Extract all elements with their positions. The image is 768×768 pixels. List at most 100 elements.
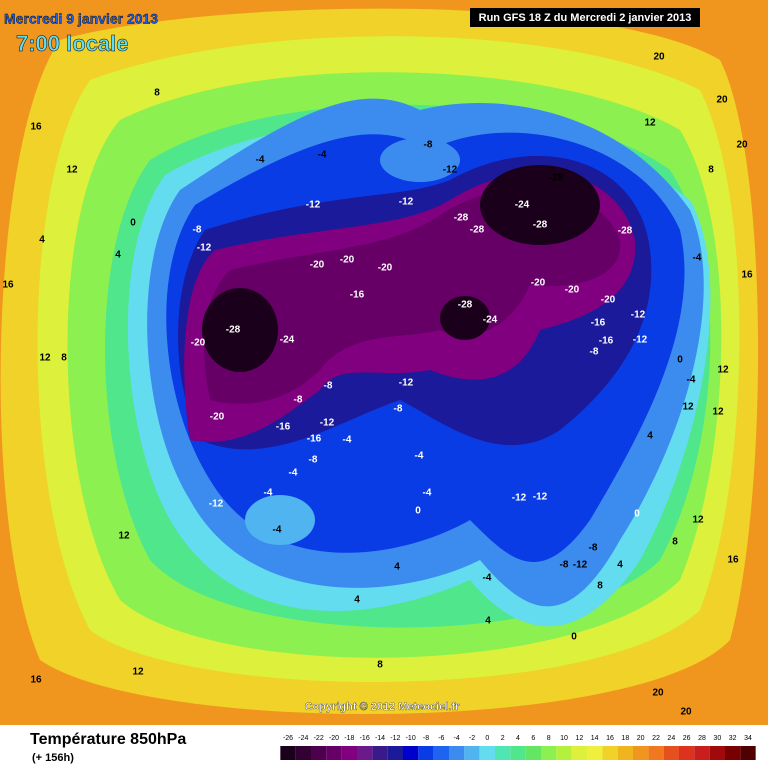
legend-swatch	[525, 746, 541, 760]
contour-label: -12	[209, 499, 224, 510]
contour-label: -16	[307, 434, 322, 445]
contour-label: -28	[470, 225, 485, 236]
contour-label: 16	[2, 280, 14, 291]
contour-label: -28	[618, 226, 633, 237]
run-info: Run GFS 18 Z du Mercredi 2 janvier 2013	[479, 12, 692, 24]
legend-swatch	[326, 746, 342, 760]
contour-label: -8	[560, 560, 569, 571]
legend-tick-label: -6	[438, 735, 444, 742]
contour-label: 4	[647, 431, 653, 442]
contour-label: 12	[682, 402, 694, 413]
contour-label: -20	[531, 278, 546, 289]
contour-label: -20	[565, 285, 580, 296]
contour-label: -8	[294, 395, 303, 406]
field-title: Température 850hPa	[30, 731, 186, 748]
legend-swatch	[357, 746, 373, 760]
color-legend: -26 -24 -22 -20 -18 -16 -14 -12 -10 -8 -6 -4 -2 0 2 4 6 8…	[280, 735, 756, 760]
legend-swatch	[663, 746, 679, 760]
contour-label: -8	[324, 381, 333, 392]
contour-label: -28	[454, 213, 469, 224]
contour-label: 12	[66, 165, 78, 176]
contour-label: -12	[633, 335, 648, 346]
contour-label: -8	[394, 404, 403, 415]
contour-label: 0	[634, 509, 640, 520]
contour-label: -20	[340, 255, 355, 266]
contour-label: -28	[226, 325, 241, 336]
legend-tick-label: 14	[591, 735, 599, 742]
legend-swatch	[372, 746, 388, 760]
contour-label: 12	[132, 667, 144, 678]
legend-swatch	[679, 746, 695, 760]
legend-tick-label: 24	[667, 735, 675, 742]
contour-label: 4	[394, 562, 400, 573]
legend-tick-label: -22	[314, 735, 324, 742]
legend-swatch	[495, 746, 511, 760]
legend-swatch	[740, 746, 756, 760]
contour-label: -4	[343, 435, 352, 446]
contour-label: 20	[680, 707, 692, 718]
contour-label: 20	[736, 140, 748, 151]
contour-label: 16	[741, 270, 753, 281]
legend-swatch	[694, 746, 710, 760]
contour-labels: 16 12 8 4 16 12 8 4 0 -4 -4 -8 -12 -12 -12 -8 -12 -20 -20 -…	[2, 52, 753, 718]
contour-label: -8	[424, 140, 433, 151]
contour-label: 4	[485, 616, 491, 627]
contour-label: -16	[350, 290, 365, 301]
contour-label: -20	[601, 295, 616, 306]
contour-label: -12	[631, 310, 646, 321]
legend-tick-label: -4	[454, 735, 460, 742]
contour-label: -16	[591, 318, 606, 329]
legend-swatch	[387, 746, 403, 760]
contour-label: -4	[273, 525, 282, 536]
contour-label: -12	[320, 418, 335, 429]
legend-swatch	[617, 746, 633, 760]
contour-label: -12	[399, 378, 414, 389]
legend-tick-label: 26	[683, 735, 691, 742]
legend-swatch	[311, 746, 327, 760]
legend-tick-label: -10	[406, 735, 416, 742]
legend-tick-label: -18	[344, 735, 354, 742]
contour-label: -12	[533, 492, 548, 503]
contour-label: -4	[687, 375, 696, 386]
contour-label: 8	[154, 88, 160, 99]
lead-time: (+ 156h)	[32, 752, 74, 764]
contour-label: 8	[377, 660, 383, 671]
legend-tick-label: 20	[637, 735, 645, 742]
contour-label: 12	[717, 365, 729, 376]
legend-swatch	[403, 746, 419, 760]
contour-label: 0	[130, 218, 136, 229]
contour-label: 8	[597, 581, 603, 592]
contour-label: -8	[193, 225, 202, 236]
contour-label: 20	[716, 95, 728, 106]
contour-label: 16	[727, 555, 739, 566]
contour-label: -20	[210, 412, 225, 423]
legend-swatch	[464, 746, 480, 760]
contour-label: -4	[289, 468, 298, 479]
contour-label: 8	[672, 537, 678, 548]
legend-tick-label: -12	[390, 735, 400, 742]
legend-swatch	[449, 746, 465, 760]
contour-label: -4	[483, 573, 492, 584]
contour-label: 12	[118, 531, 130, 542]
contour-label: 12	[39, 353, 51, 364]
legend-tick-label: 0	[485, 735, 489, 742]
contour-label: -12	[443, 165, 458, 176]
legend-tick-label: 34	[744, 735, 752, 742]
contour-label: -4	[264, 488, 273, 499]
legend-tick-label: 12	[575, 735, 583, 742]
legend-tick-label: 4	[516, 735, 520, 742]
legend-tick-label: 18	[621, 735, 629, 742]
contour-label: -24	[280, 335, 295, 346]
legend-tick-label: 10	[560, 735, 568, 742]
legend-tick-label: -24	[298, 735, 308, 742]
legend-swatch	[648, 746, 664, 760]
contour-label: 8	[708, 165, 714, 176]
contour-label: -4	[423, 488, 432, 499]
legend-tick-label: -26	[283, 735, 293, 742]
contour-label: -20	[191, 338, 206, 349]
contour-label: -8	[309, 455, 318, 466]
contour-label: -12	[573, 560, 588, 571]
legend-swatch	[602, 746, 618, 760]
legend-swatch	[433, 746, 449, 760]
